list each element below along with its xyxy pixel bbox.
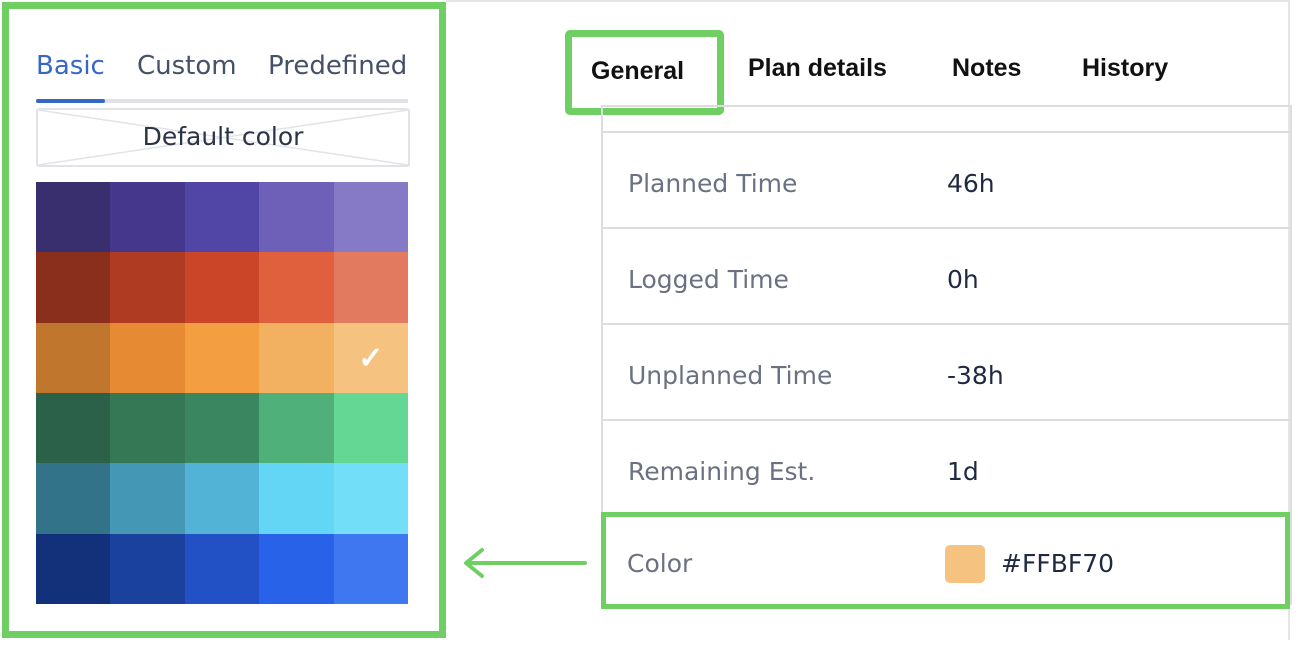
checkmark-icon: ✓ <box>358 341 384 375</box>
row-value: 0h <box>947 265 979 294</box>
row-label: Planned Time <box>628 169 798 198</box>
color-row[interactable]: Color #FFBF70 <box>601 512 1290 609</box>
tab-predefined[interactable]: Predefined <box>268 51 408 81</box>
default-color-button[interactable]: Default color <box>36 108 410 167</box>
row-value: 46h <box>947 169 995 198</box>
color-swatch[interactable] <box>110 533 185 604</box>
color-swatch[interactable] <box>259 322 334 393</box>
color-swatch[interactable] <box>110 322 185 393</box>
color-swatch[interactable] <box>110 182 185 253</box>
color-picker-panel: Basic Custom Predefined Default color ✓ <box>2 2 446 638</box>
color-swatch[interactable]: ✓ <box>333 322 408 393</box>
row-label: Remaining Est. <box>628 457 816 486</box>
color-swatch[interactable] <box>184 533 260 604</box>
color-swatch[interactable] <box>259 463 334 534</box>
table-row: Planned Time 46h <box>603 131 1290 227</box>
color-swatch[interactable] <box>259 393 334 464</box>
color-swatch[interactable] <box>36 252 111 323</box>
color-swatch[interactable] <box>36 393 111 464</box>
color-picker-tabs: Basic Custom Predefined <box>36 49 408 103</box>
color-swatch[interactable] <box>184 252 260 323</box>
table-row: Logged Time 0h <box>603 227 1290 323</box>
color-swatch[interactable] <box>333 393 408 464</box>
arrow-left-icon <box>464 548 587 578</box>
frame-edge <box>1288 0 1290 640</box>
color-swatch[interactable] <box>110 393 185 464</box>
color-swatch[interactable] <box>333 252 408 323</box>
active-tab-indicator <box>36 99 105 103</box>
default-color-label: Default color <box>142 122 304 151</box>
color-label: Color <box>627 549 693 578</box>
color-chip[interactable] <box>945 545 985 583</box>
color-swatch[interactable] <box>333 533 408 604</box>
details-table: Planned Time 46h Logged Time 0h Unplanne… <box>601 105 1292 605</box>
table-row: Unplanned Time -38h <box>603 323 1290 419</box>
row-label: Unplanned Time <box>628 361 833 390</box>
row-value: 1d <box>947 457 979 486</box>
color-swatch[interactable] <box>259 252 334 323</box>
color-swatch[interactable] <box>184 182 260 253</box>
row-label: Logged Time <box>628 265 789 294</box>
tab-custom[interactable]: Custom <box>137 51 237 81</box>
color-swatch[interactable] <box>36 533 111 604</box>
color-swatch[interactable] <box>184 393 260 464</box>
color-swatch[interactable] <box>259 182 334 253</box>
no-color-cross-icon <box>38 110 408 165</box>
tab-general[interactable]: General <box>591 57 685 85</box>
color-swatch[interactable] <box>184 322 260 393</box>
color-swatch[interactable] <box>36 182 111 253</box>
color-swatch[interactable] <box>110 463 185 534</box>
tab-plan-details[interactable]: Plan details <box>748 54 887 82</box>
color-swatch[interactable] <box>333 182 408 253</box>
frame-edge <box>446 0 1290 2</box>
tab-basic[interactable]: Basic <box>36 51 105 81</box>
color-swatch[interactable] <box>333 463 408 534</box>
row-value: -38h <box>947 361 1004 390</box>
color-hex-value: #FFBF70 <box>1001 549 1115 578</box>
color-swatch[interactable] <box>36 322 111 393</box>
table-row: Remaining Est. 1d <box>603 419 1290 515</box>
color-swatch[interactable] <box>36 463 111 534</box>
color-swatch-grid: ✓ <box>36 182 408 604</box>
tab-history[interactable]: History <box>1082 54 1169 82</box>
color-swatch[interactable] <box>110 252 185 323</box>
divider <box>603 105 1290 107</box>
tab-notes[interactable]: Notes <box>952 54 1022 82</box>
general-tab-highlight <box>565 30 724 115</box>
color-swatch[interactable] <box>184 463 260 534</box>
color-swatch[interactable] <box>259 533 334 604</box>
